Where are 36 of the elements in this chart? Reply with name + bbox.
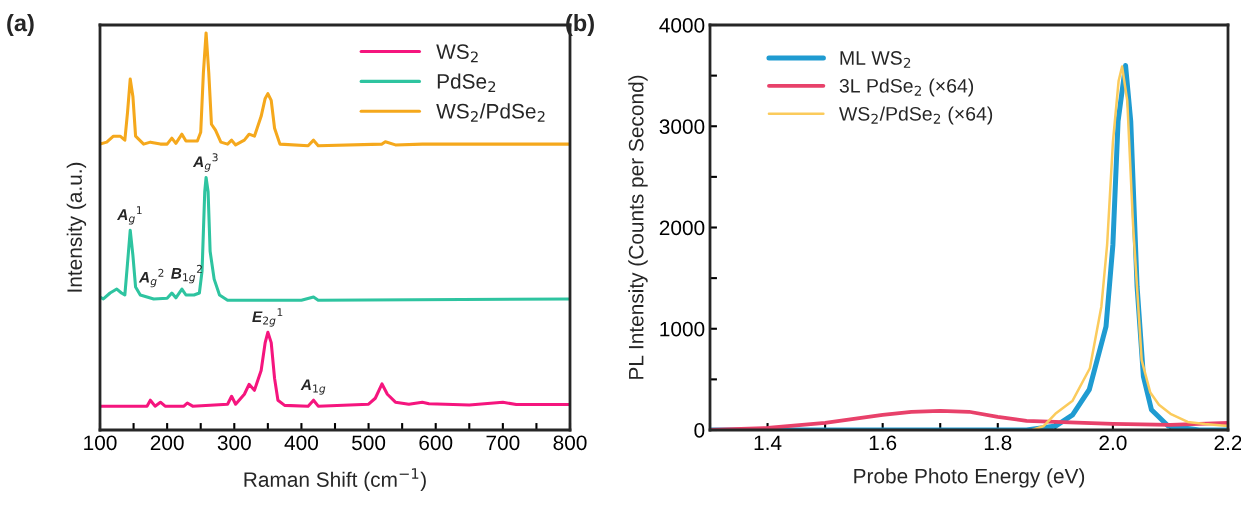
x-tick-label: 2.2 [1214, 435, 1241, 450]
x-tick-label: 400 [284, 435, 318, 451]
x-axis-title: Raman Shift (cm$^{−1}$) [244, 468, 426, 492]
x-tick-label: 1.8 [984, 435, 1012, 451]
x-tick-label: 700 [486, 435, 520, 451]
legend-label: WS$_{2}$/PdSe$_{2}$ [436, 103, 545, 122]
x-tick-label: 100 [84, 435, 117, 451]
y-tick-label: 1000 [660, 321, 705, 337]
annotation: A$_{g}$$^{3}$ [192, 153, 218, 172]
line-series [1031, 65, 1228, 430]
chart-title: (a) [7, 14, 34, 36]
y-tick-label: 2000 [659, 220, 705, 236]
annotation: A$_{1g}$ [300, 379, 326, 395]
x-tick-label: 1.6 [869, 435, 897, 451]
legend-label: ML WS$_{2}$ [840, 51, 911, 68]
annotation: A$_{g}$$^{1}$ [116, 206, 142, 225]
y-axis-title: Intensity (a.u.) [66, 162, 87, 292]
legend-label: 3L PdSe$_{2}$ (×64) [839, 78, 974, 97]
x-tick-label: 500 [352, 435, 386, 451]
y-axis-title: PL Intensity (Counts per Second) [628, 75, 648, 379]
annotation: E$_{2g}$$^{1}$ [252, 308, 283, 327]
x-tick-label: 2.0 [1099, 435, 1127, 451]
y-tick-label: 0 [694, 423, 705, 438]
x-tick-label: 600 [419, 435, 453, 451]
x-axis-title: Probe Photo Energy (eV) [854, 468, 1085, 488]
y-tick-label: 3000 [659, 119, 705, 134]
legend-label: PdSe$_{2}$ [437, 73, 496, 92]
x-tick-label: 1.4 [754, 435, 782, 450]
annotation: B$_{1g}$$^{2}$ [171, 264, 202, 284]
legend-label: WS$_{2}$ [436, 44, 478, 63]
x-tick-label: 300 [217, 435, 251, 451]
y-tick-label: 4000 [659, 18, 705, 33]
legend-label: WS$_{2}$/PdSe$_{2}$ (×64) [839, 106, 993, 125]
x-tick-label: 800 [553, 435, 587, 451]
annotation: A$_{g}$$^{2}$ [138, 268, 164, 288]
x-tick-label: 200 [150, 435, 184, 451]
